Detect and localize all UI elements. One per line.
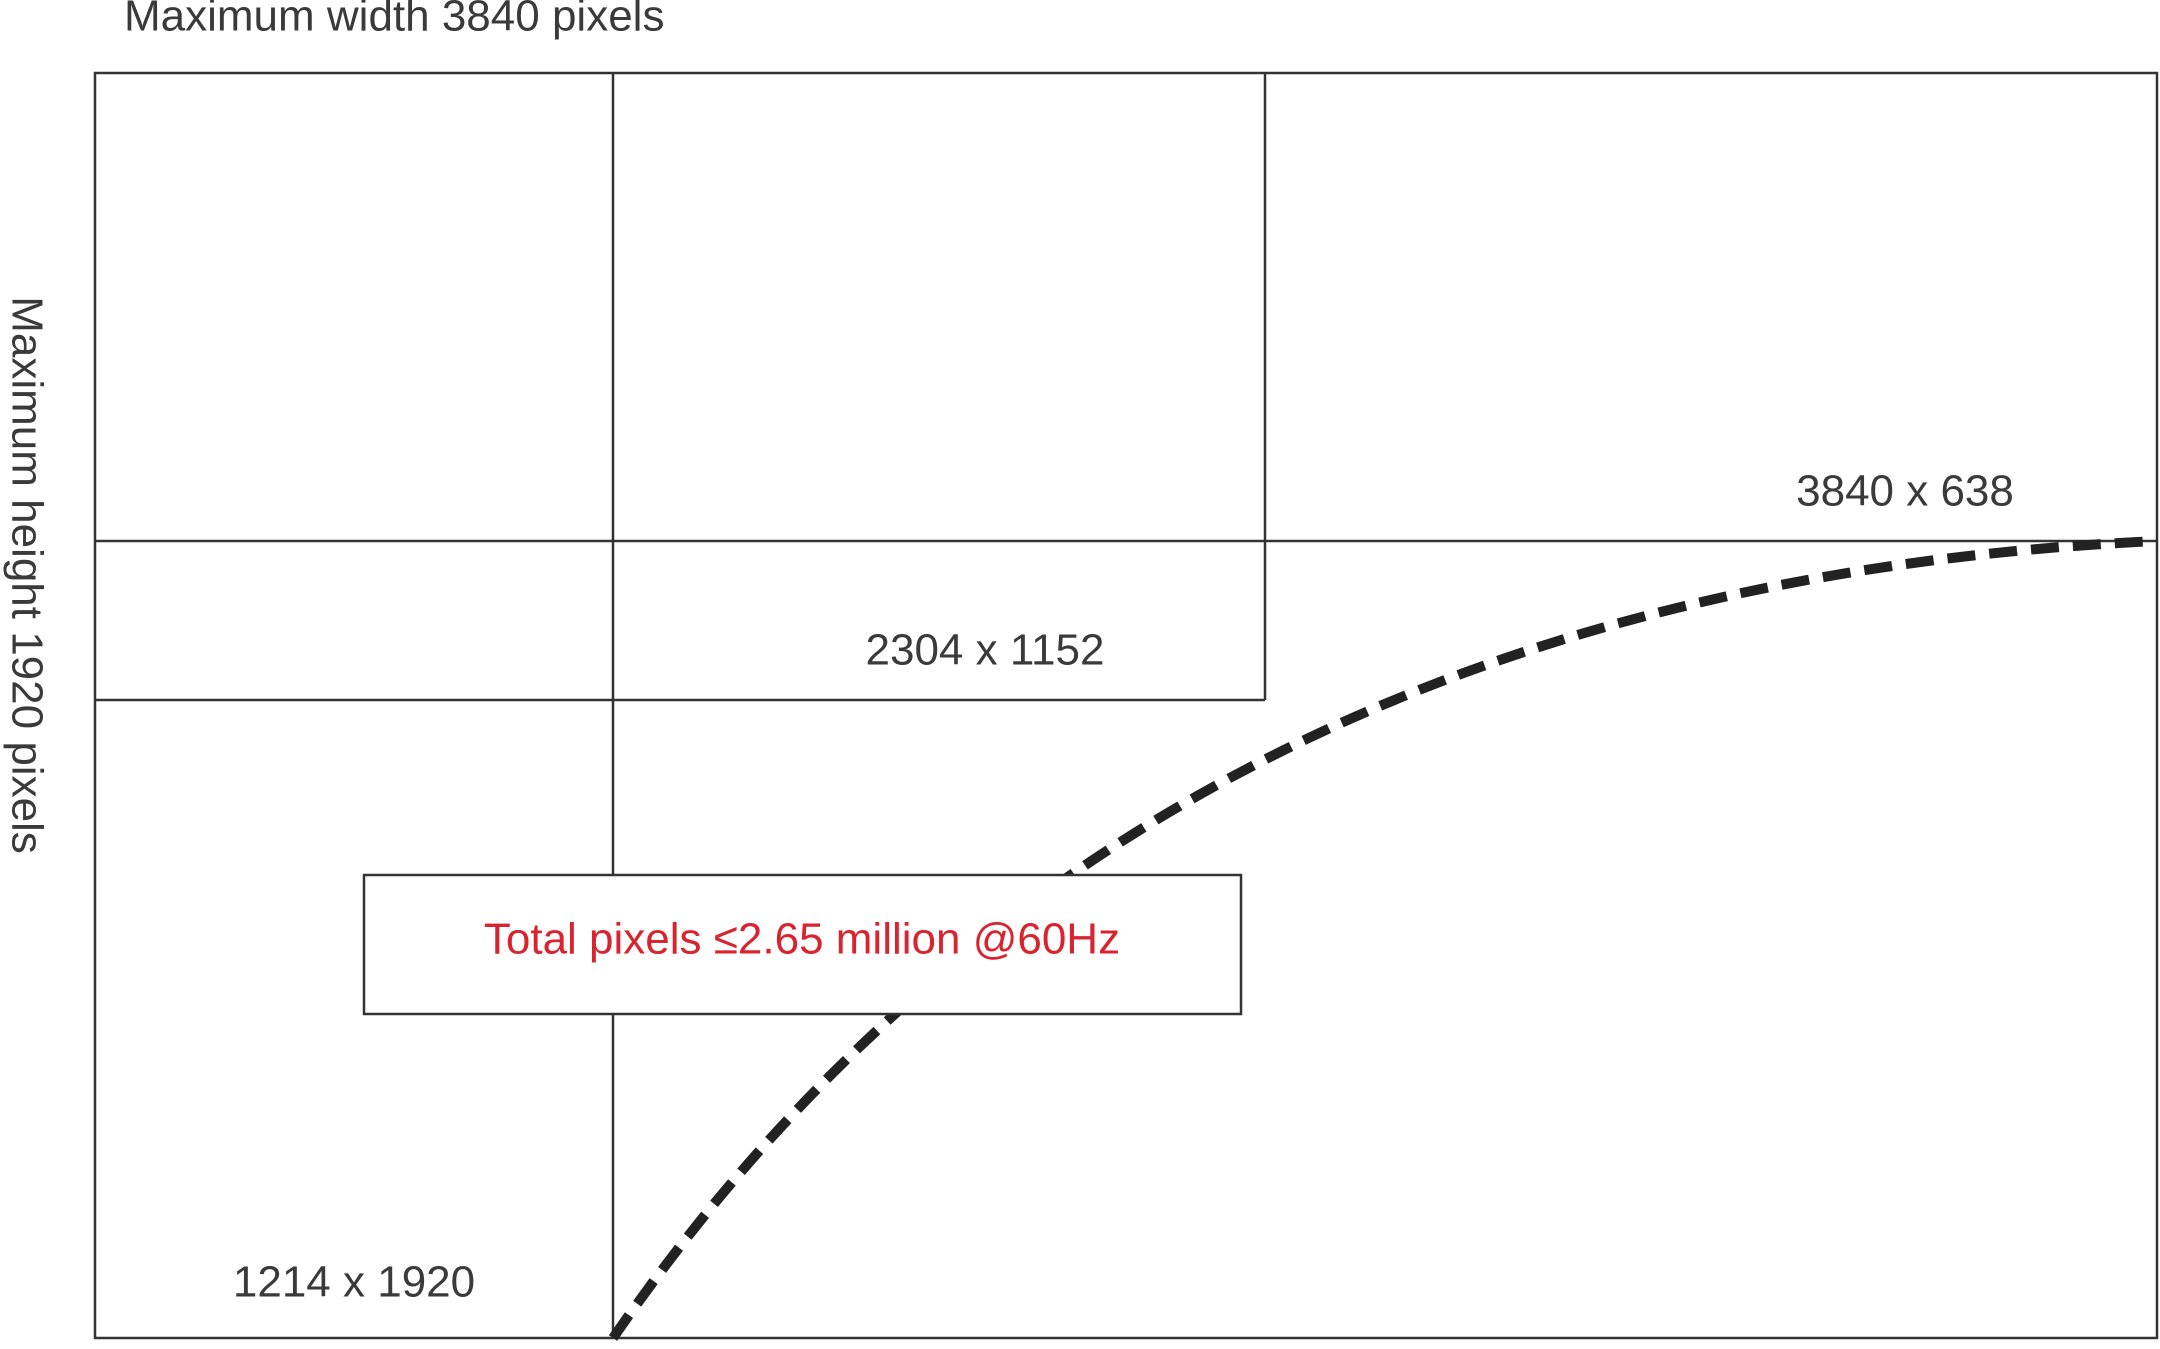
limit-curve — [608, 536, 2158, 1341]
outer-frame — [93, 71, 2159, 1340]
region-label: 2304 x 1152 — [866, 626, 1105, 675]
height-label: Maximum height 1920 pixels — [2, 296, 51, 854]
note-box — [362, 873, 1243, 1016]
region-label: 3840 x 638 — [1796, 467, 2014, 516]
width-label: Maximum width 3840 pixels — [124, 0, 664, 41]
note-text: Total pixels ≤2.65 million @60Hz — [484, 915, 1120, 964]
region-label: 1214 x 1920 — [233, 1258, 475, 1307]
